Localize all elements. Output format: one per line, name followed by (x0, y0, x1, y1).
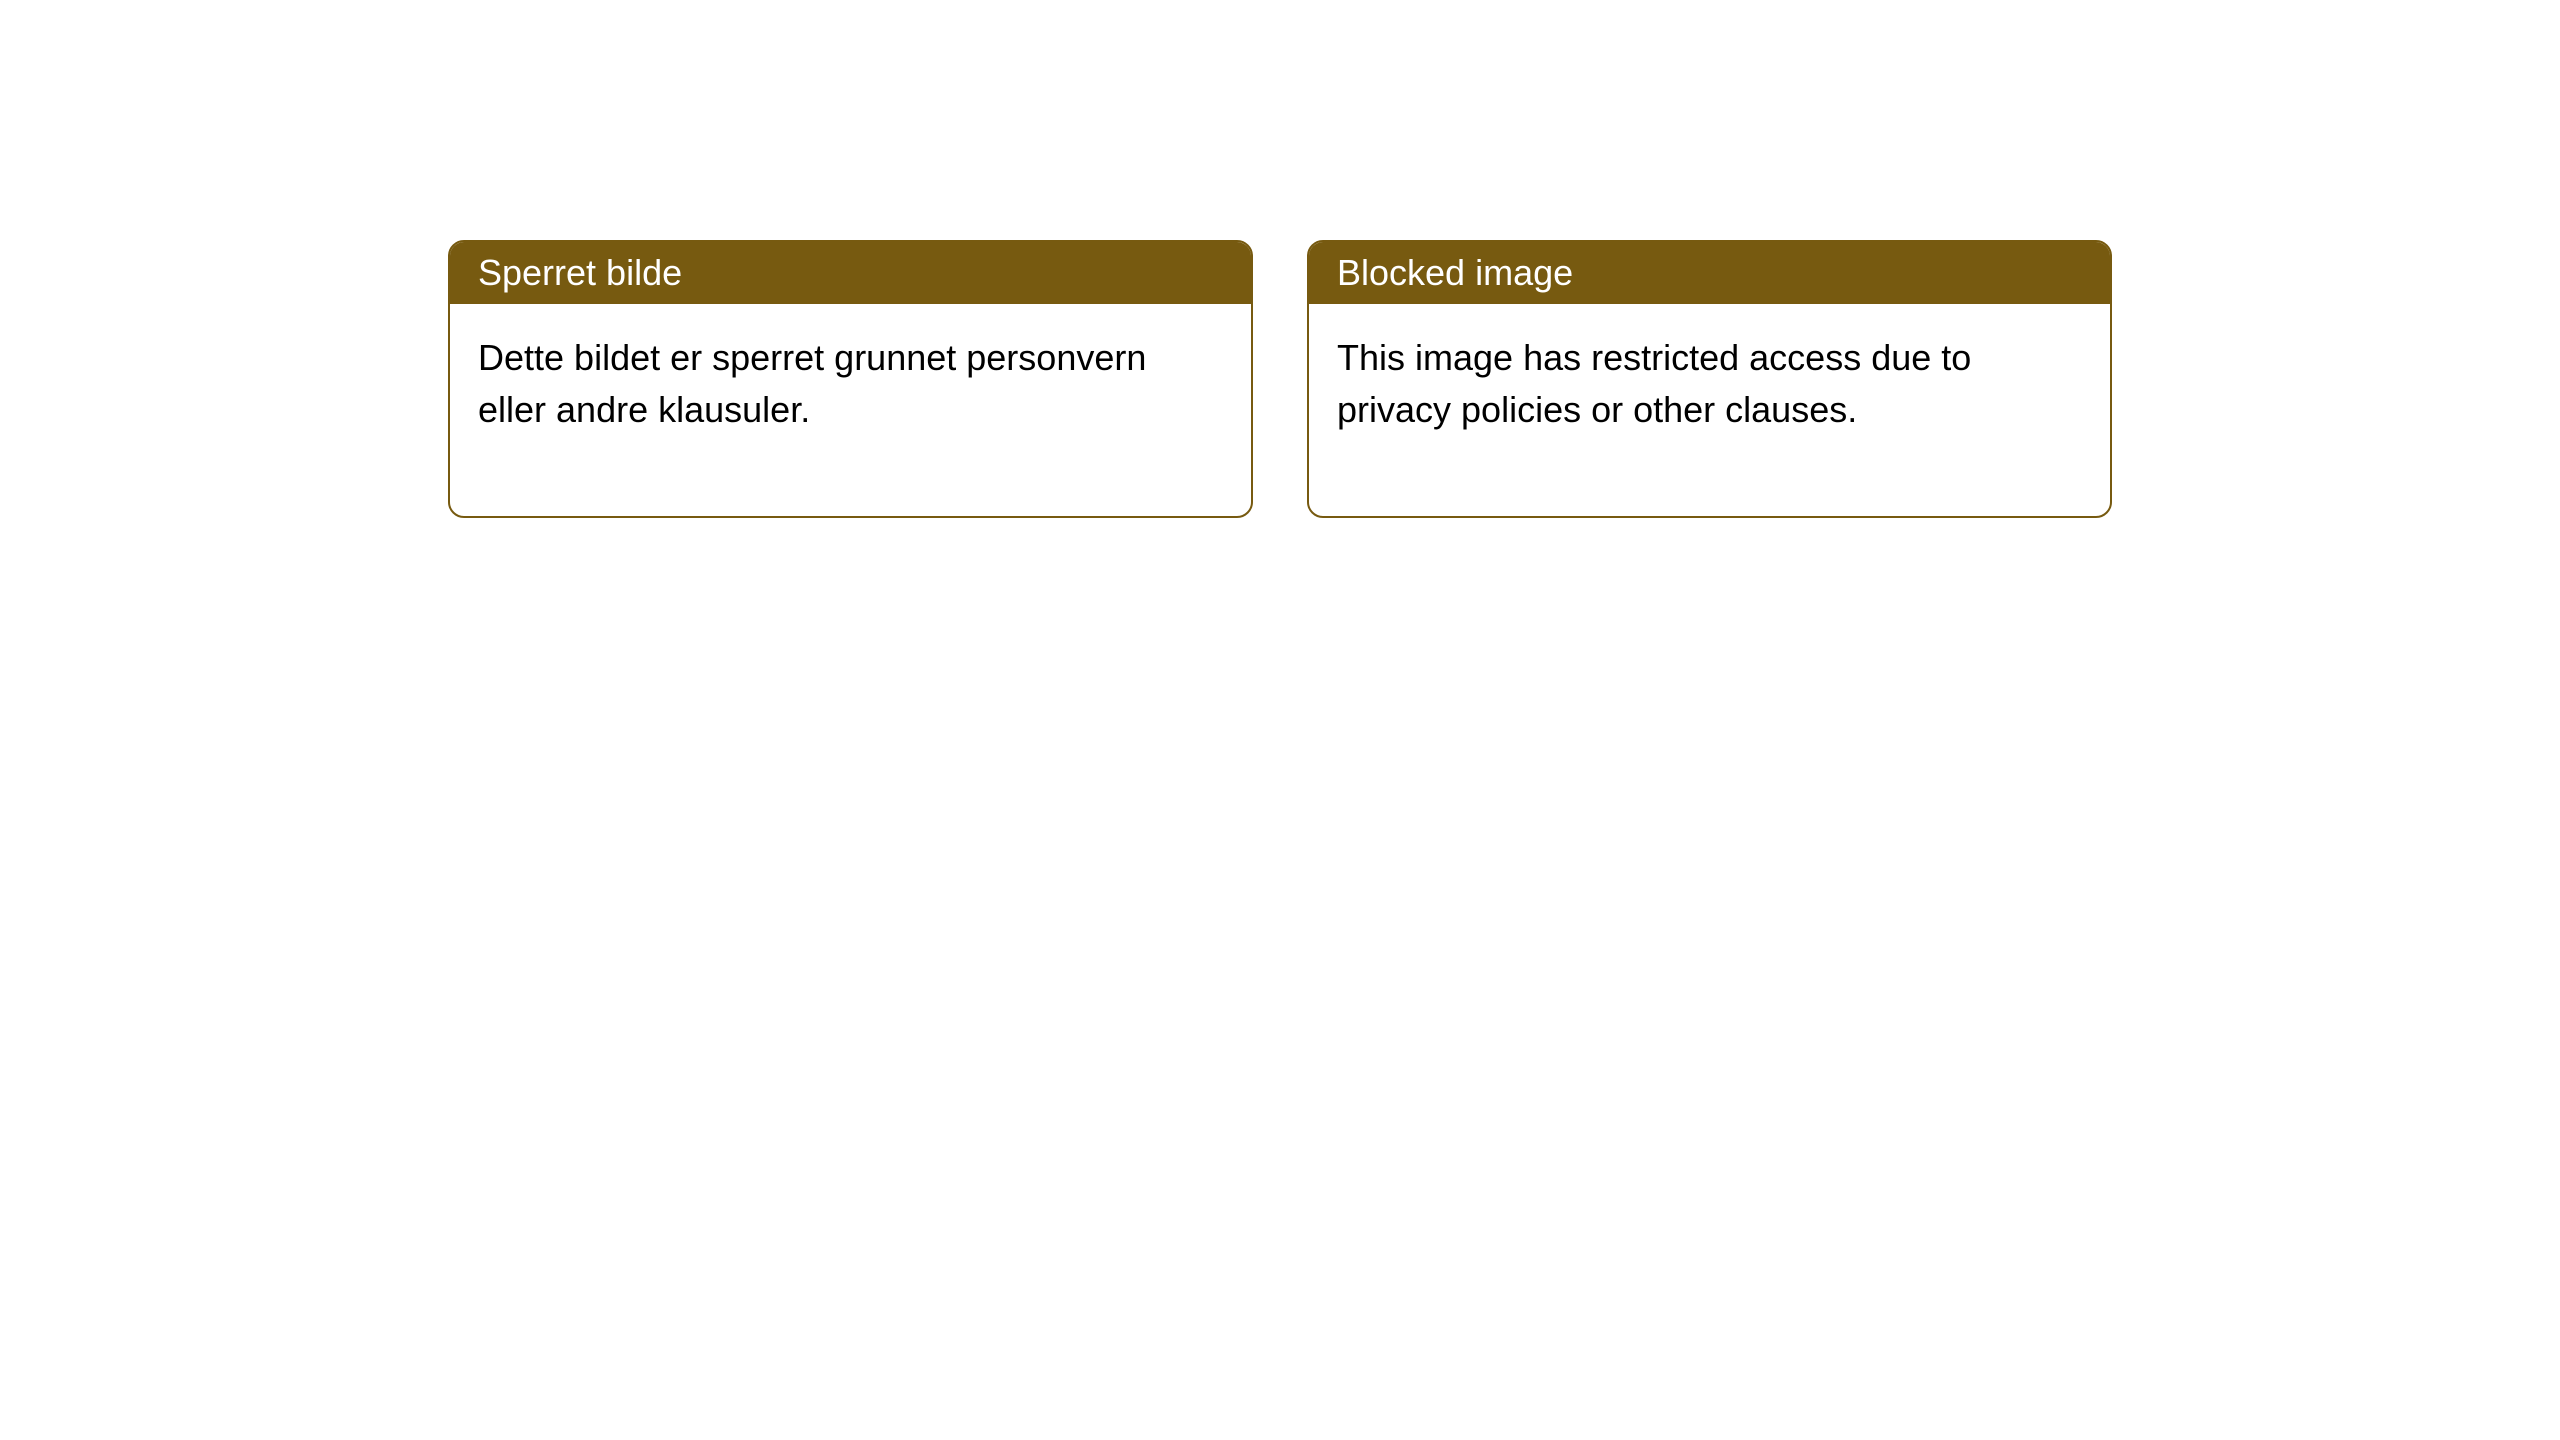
notice-card-english: Blocked image This image has restricted … (1307, 240, 2112, 518)
notice-container: Sperret bilde Dette bildet er sperret gr… (448, 240, 2112, 518)
notice-body: Dette bildet er sperret grunnet personve… (450, 304, 1251, 516)
notice-title: Sperret bilde (450, 242, 1251, 304)
notice-title: Blocked image (1309, 242, 2110, 304)
notice-body: This image has restricted access due to … (1309, 304, 2110, 516)
notice-card-norwegian: Sperret bilde Dette bildet er sperret gr… (448, 240, 1253, 518)
